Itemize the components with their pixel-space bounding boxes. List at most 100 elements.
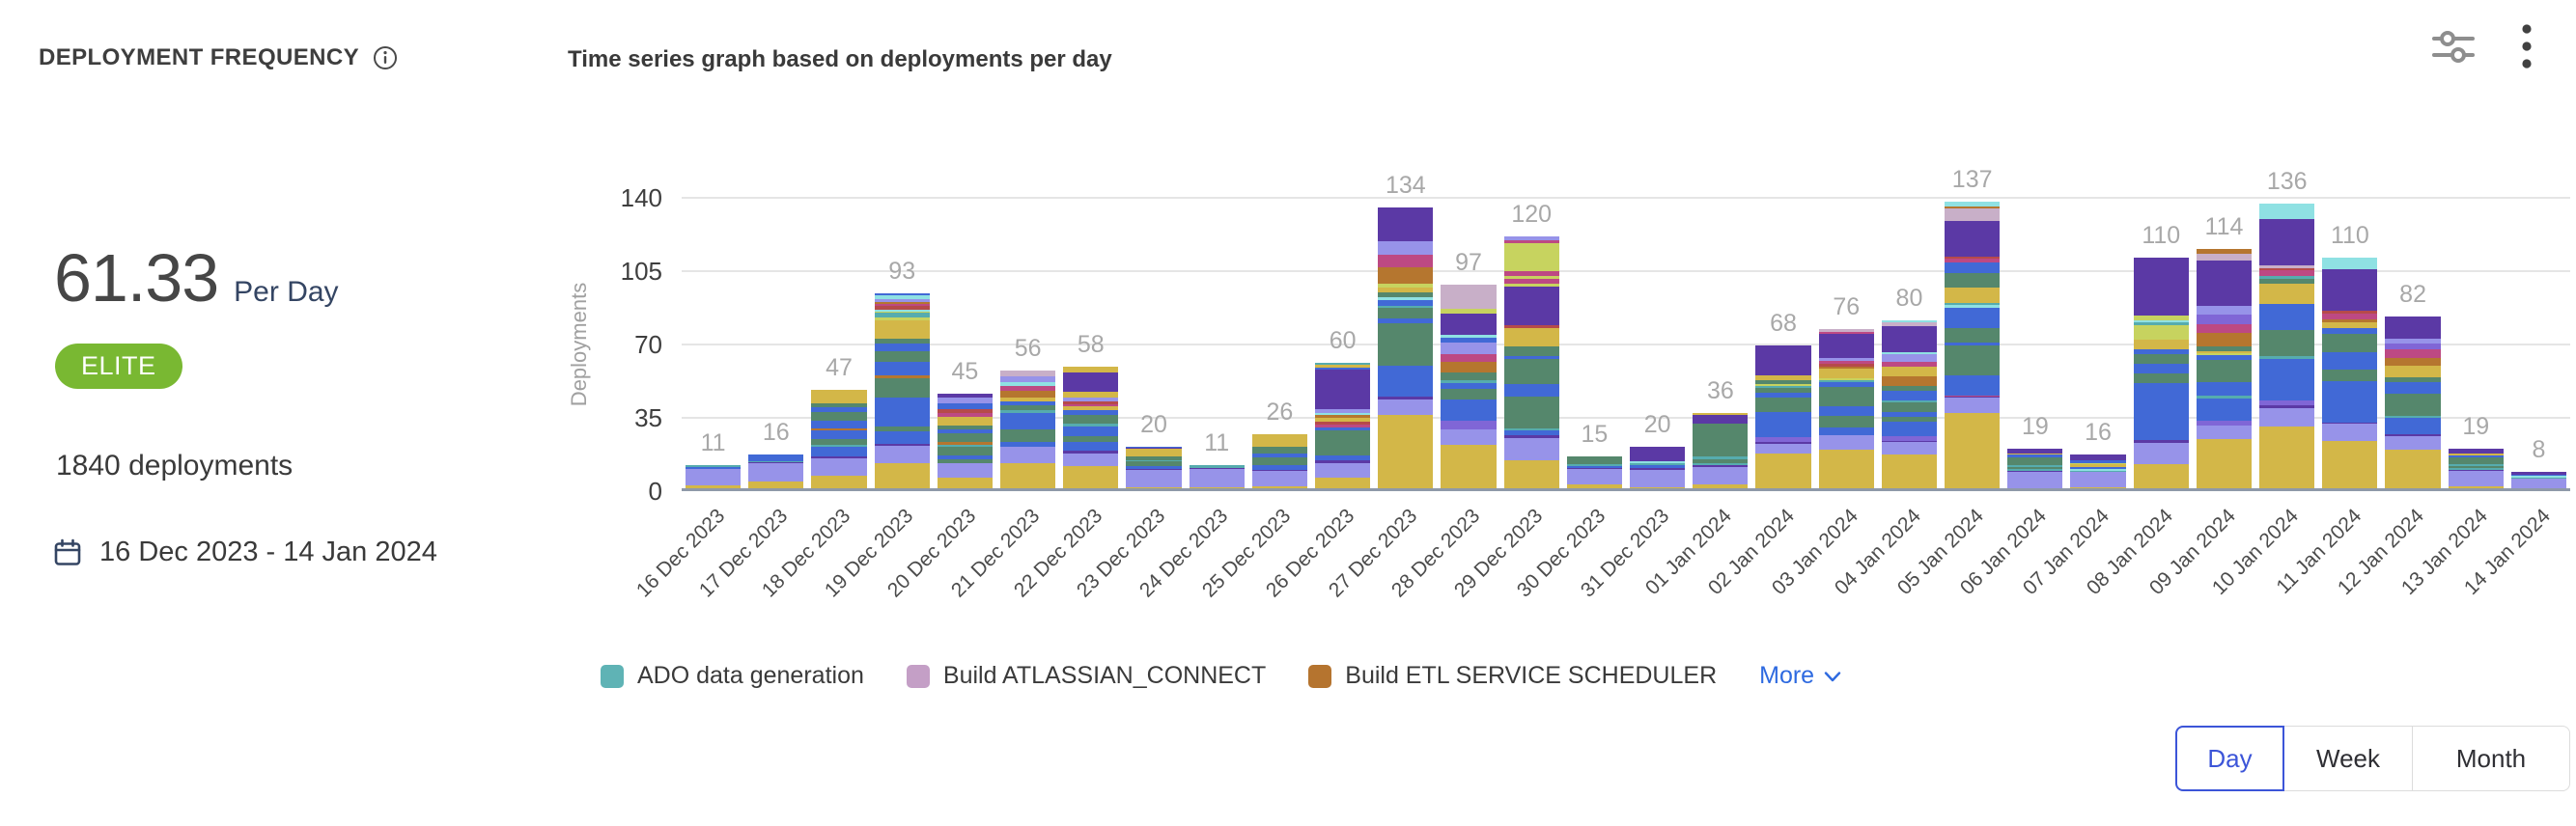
bar-segment[interactable] bbox=[1881, 400, 1938, 402]
bar-segment[interactable] bbox=[1818, 449, 1874, 488]
bar-segment[interactable] bbox=[2070, 466, 2126, 469]
bar-segment[interactable] bbox=[1945, 272, 2001, 289]
bar-segment[interactable] bbox=[1063, 405, 1119, 411]
bar-segment[interactable] bbox=[1945, 307, 2001, 328]
bar-segment[interactable] bbox=[2322, 369, 2378, 381]
bar-segment[interactable] bbox=[2007, 456, 2063, 466]
bar-segment[interactable] bbox=[874, 312, 930, 318]
bar-segment[interactable] bbox=[1063, 424, 1119, 427]
bar-segment[interactable] bbox=[1503, 271, 1559, 277]
bar-segment[interactable] bbox=[1566, 456, 1623, 464]
bar-segment[interactable] bbox=[874, 362, 930, 375]
bar-segment[interactable] bbox=[1503, 284, 1559, 288]
stacked-bar[interactable] bbox=[1755, 345, 1811, 488]
bar-segment[interactable] bbox=[1755, 380, 1811, 385]
bar-segment[interactable] bbox=[937, 463, 994, 479]
bar-segment[interactable] bbox=[2196, 305, 2253, 316]
bar-segment[interactable] bbox=[2070, 462, 2126, 465]
granularity-month-button[interactable]: Month bbox=[2413, 726, 2570, 791]
bar-segment[interactable] bbox=[2385, 376, 2441, 383]
bar-segment[interactable] bbox=[874, 317, 930, 320]
bar-segment[interactable] bbox=[2259, 304, 2315, 331]
bar-segment[interactable] bbox=[2385, 338, 2441, 344]
bar-segment[interactable] bbox=[1126, 470, 1182, 487]
bar-segment[interactable] bbox=[811, 412, 867, 422]
bar-segment[interactable] bbox=[1503, 324, 1559, 328]
bar-segment[interactable] bbox=[2448, 468, 2504, 470]
bar-segment[interactable] bbox=[811, 403, 867, 407]
stacked-bar[interactable] bbox=[1441, 285, 1497, 488]
granularity-day-button[interactable]: Day bbox=[2175, 726, 2284, 791]
bar-segment[interactable] bbox=[2322, 328, 2378, 335]
bar-segment[interactable] bbox=[1000, 429, 1056, 443]
bar-segment[interactable] bbox=[1945, 256, 2001, 260]
bar-segment[interactable] bbox=[1126, 449, 1182, 457]
bar-segment[interactable] bbox=[2259, 407, 2315, 427]
bar-segment[interactable] bbox=[2259, 405, 2315, 408]
bar-segment[interactable] bbox=[2070, 464, 2126, 467]
bar-segment[interactable] bbox=[2196, 420, 2253, 426]
bar-segment[interactable] bbox=[1441, 313, 1497, 335]
bar-segment[interactable] bbox=[1693, 465, 1749, 467]
bar-segment[interactable] bbox=[2196, 355, 2253, 360]
bar-segment[interactable] bbox=[1693, 456, 1749, 459]
bar-segment[interactable] bbox=[2007, 466, 2063, 470]
bar-segment[interactable] bbox=[2322, 424, 2378, 442]
bar-segment[interactable] bbox=[874, 301, 930, 305]
bar-segment[interactable] bbox=[1063, 435, 1119, 443]
bar-segment[interactable] bbox=[1378, 305, 1434, 309]
bar-segment[interactable] bbox=[2007, 469, 2063, 472]
bar-segment[interactable] bbox=[1945, 327, 2001, 344]
bar-segment[interactable] bbox=[2070, 454, 2126, 461]
bar-segment[interactable] bbox=[1881, 421, 1938, 436]
bar-segment[interactable] bbox=[1818, 358, 1874, 361]
stacked-bar[interactable] bbox=[2070, 454, 2126, 488]
bar-segment[interactable] bbox=[1315, 408, 1371, 413]
bar-segment[interactable] bbox=[2133, 372, 2189, 383]
bar-segment[interactable] bbox=[2510, 479, 2567, 488]
bar-segment[interactable] bbox=[1251, 485, 1308, 488]
bar-segment[interactable] bbox=[1818, 334, 1874, 359]
bar-segment[interactable] bbox=[874, 343, 930, 352]
bar-segment[interactable] bbox=[1441, 380, 1497, 384]
bar-segment[interactable] bbox=[2007, 448, 2063, 454]
bar-segment[interactable] bbox=[1818, 360, 1874, 365]
bar-segment[interactable] bbox=[1630, 468, 1686, 470]
bar-segment[interactable] bbox=[1441, 428, 1497, 446]
bar-segment[interactable] bbox=[2196, 425, 2253, 439]
stacked-bar[interactable] bbox=[1126, 446, 1182, 488]
bar-segment[interactable] bbox=[1945, 288, 2001, 303]
bar-segment[interactable] bbox=[1378, 318, 1434, 324]
bar-segment[interactable] bbox=[2259, 356, 2315, 359]
bar-segment[interactable] bbox=[1881, 416, 1938, 422]
bar-segment[interactable] bbox=[937, 394, 994, 398]
bar-segment[interactable] bbox=[2259, 265, 2315, 268]
bar-segment[interactable] bbox=[1000, 409, 1056, 413]
bar-segment[interactable] bbox=[1818, 427, 1874, 435]
bar-segment[interactable] bbox=[1315, 362, 1371, 365]
bar-segment[interactable] bbox=[1378, 267, 1434, 284]
bar-segment[interactable] bbox=[811, 427, 867, 430]
bar-segment[interactable] bbox=[937, 425, 994, 429]
bar-segment[interactable] bbox=[937, 428, 994, 434]
bar-segment[interactable] bbox=[937, 433, 994, 442]
bar-segment[interactable] bbox=[2448, 457, 2504, 465]
bar-segment[interactable] bbox=[1189, 465, 1245, 469]
bar-segment[interactable] bbox=[2196, 350, 2253, 353]
bar-segment[interactable] bbox=[2385, 349, 2441, 358]
bar-segment[interactable] bbox=[1818, 378, 1874, 381]
bar-segment[interactable] bbox=[1503, 276, 1559, 280]
bar-segment[interactable] bbox=[1063, 397, 1119, 402]
bar-segment[interactable] bbox=[2385, 357, 2441, 367]
bar-segment[interactable] bbox=[1063, 451, 1119, 454]
bar-segment[interactable] bbox=[1000, 412, 1056, 430]
bar-segment[interactable] bbox=[1378, 287, 1434, 293]
stacked-bar[interactable] bbox=[1693, 412, 1749, 488]
bar-segment[interactable] bbox=[874, 295, 930, 299]
bar-segment[interactable] bbox=[2259, 399, 2315, 406]
bar-segment[interactable] bbox=[1945, 397, 2001, 399]
bar-segment[interactable] bbox=[2322, 319, 2378, 323]
bar-segment[interactable] bbox=[1441, 361, 1497, 373]
bar-segment[interactable] bbox=[1881, 361, 1938, 367]
bar-segment[interactable] bbox=[2133, 464, 2189, 488]
